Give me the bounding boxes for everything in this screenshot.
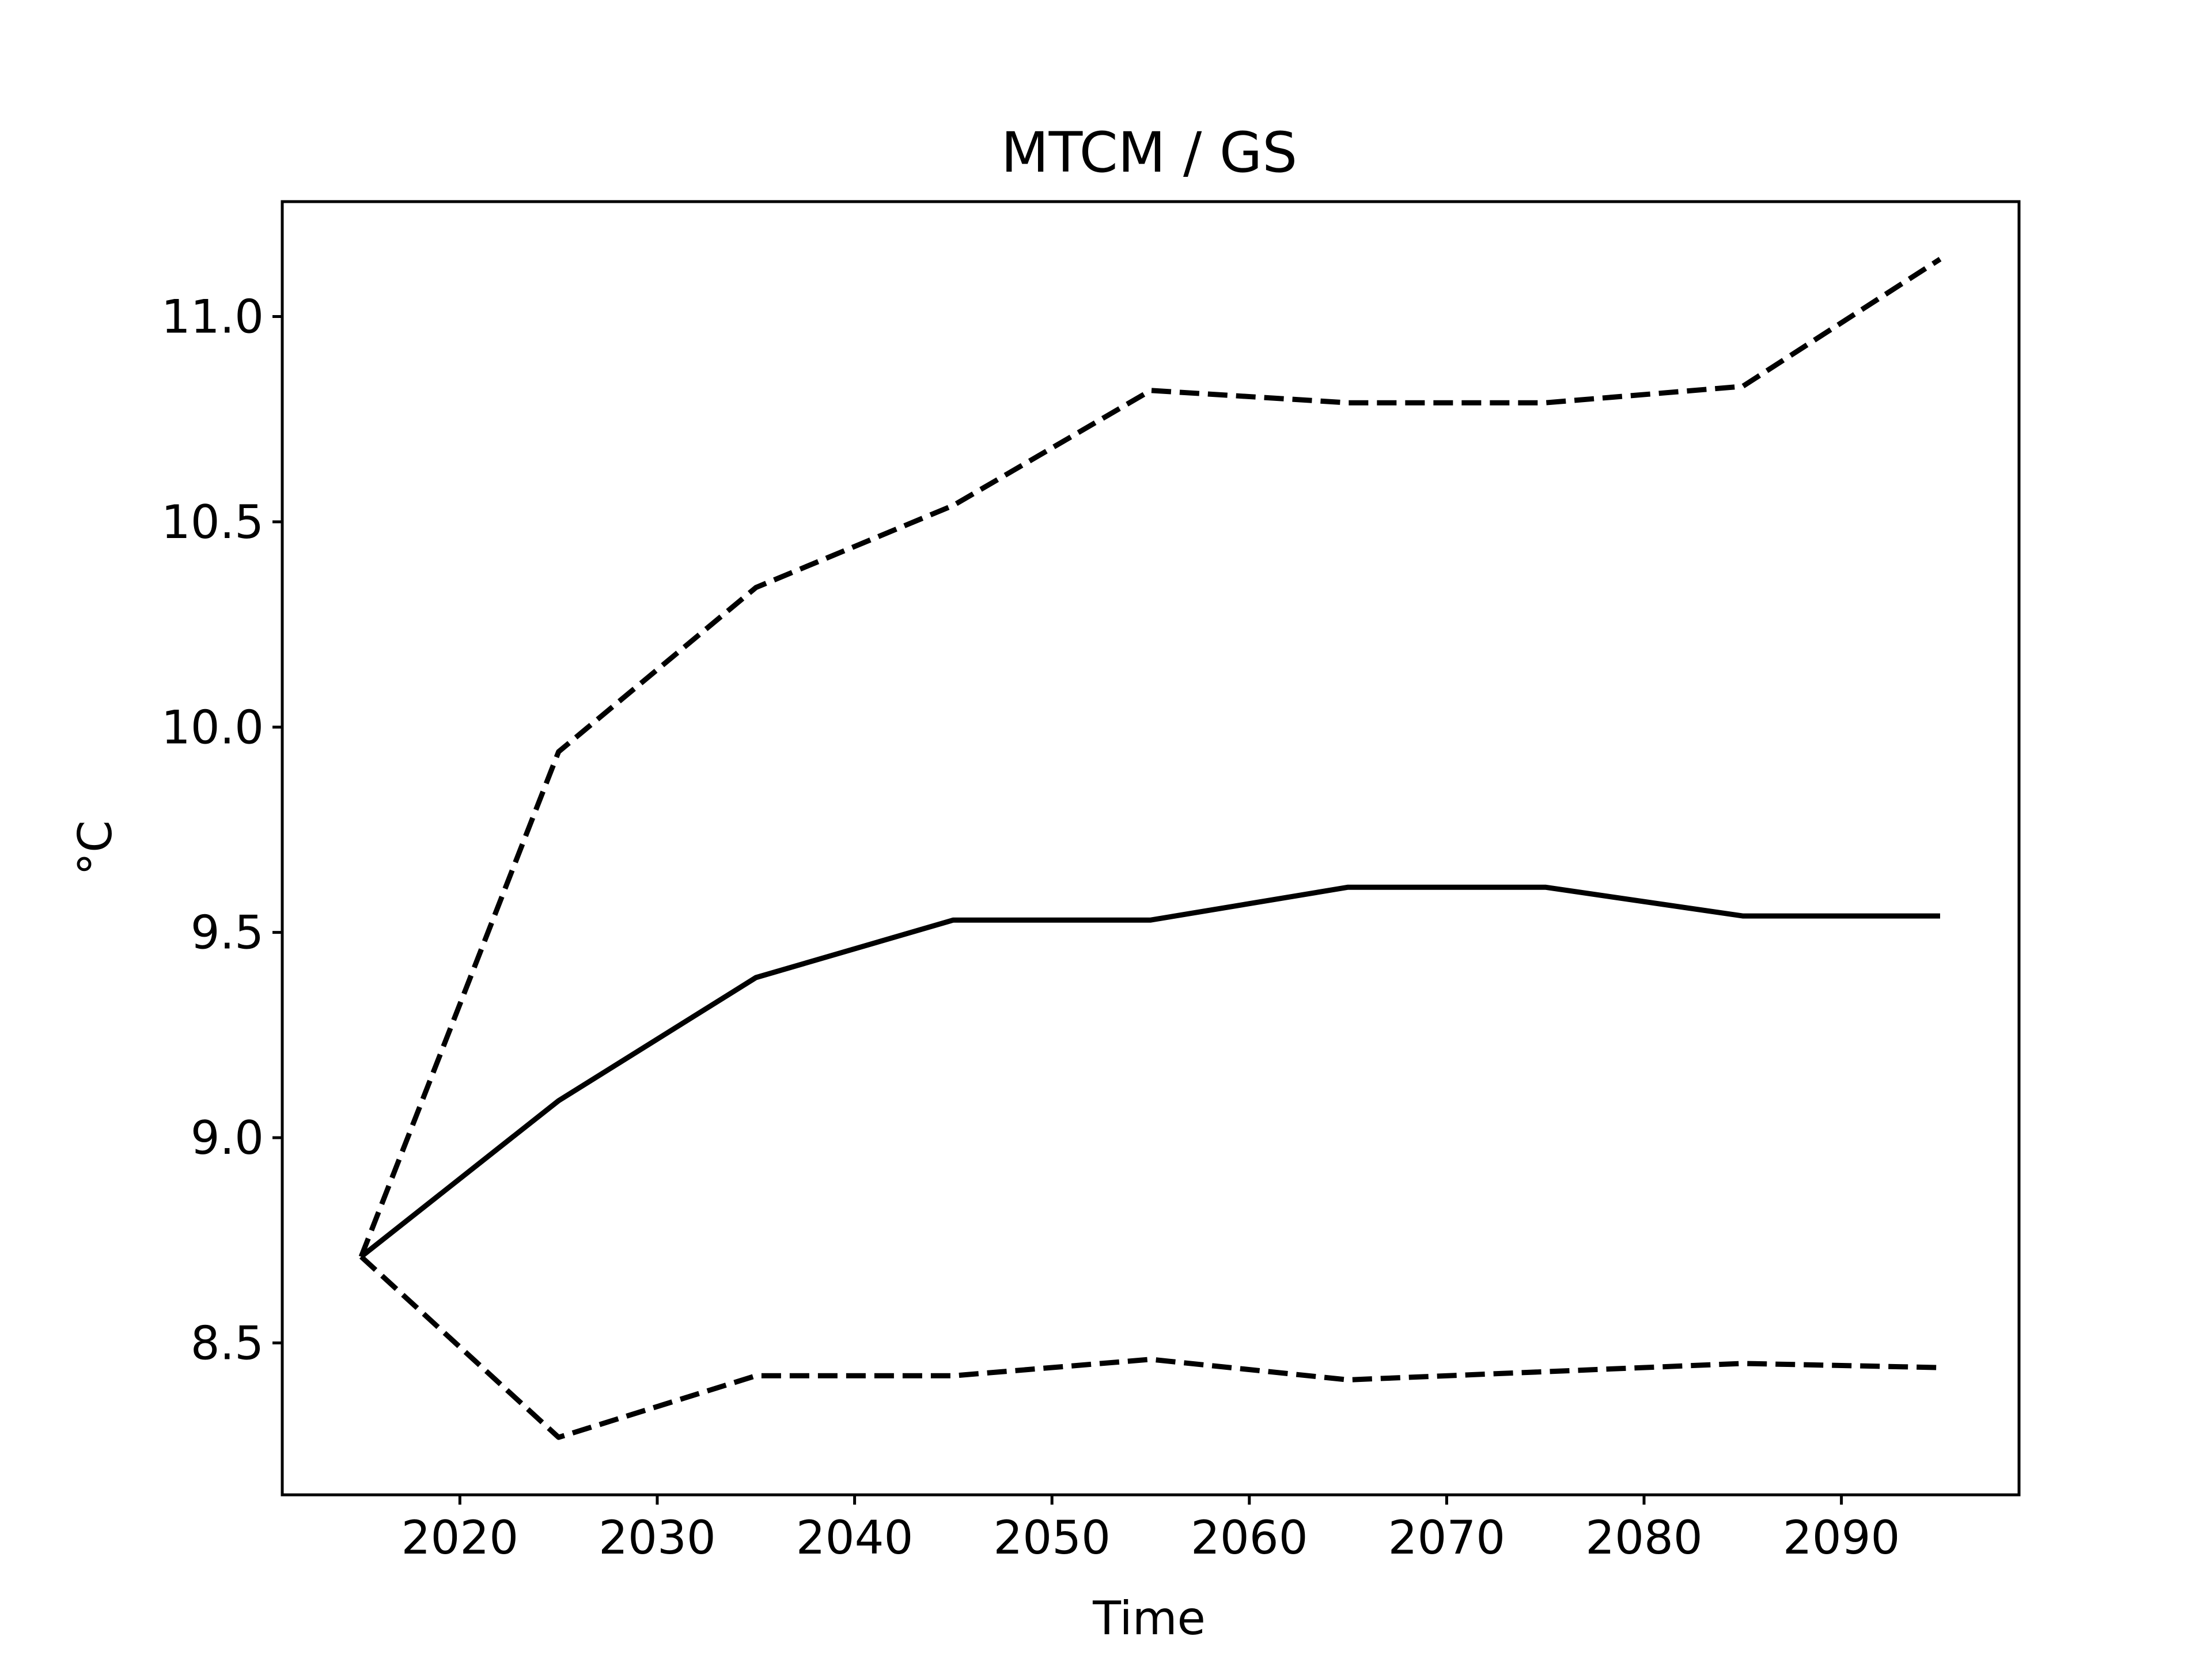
y-tick-label-9.0: 9.0 bbox=[191, 1111, 264, 1165]
chart-title: MTCM / GS bbox=[1001, 120, 1297, 185]
plot-frame bbox=[281, 200, 2021, 1497]
y-tick-label-11.0: 11.0 bbox=[161, 290, 264, 344]
series-line-1 bbox=[359, 884, 1940, 1259]
x-tick-label-2040: 2040 bbox=[796, 1511, 914, 1565]
y-axis-label: °C bbox=[69, 820, 122, 876]
x-tick-label-2070: 2070 bbox=[1388, 1511, 1506, 1565]
x-tick-label-2050: 2050 bbox=[993, 1511, 1111, 1565]
series-line-2 bbox=[358, 257, 1942, 1258]
x-tick-label-2060: 2060 bbox=[1191, 1511, 1308, 1565]
x-tick-label-2080: 2080 bbox=[1585, 1511, 1703, 1565]
x-tick-label-2020: 2020 bbox=[402, 1511, 519, 1565]
x-tick-label-2090: 2090 bbox=[1783, 1511, 1900, 1565]
x-axis-label: Time bbox=[1092, 1592, 1206, 1645]
series-line-3 bbox=[359, 1255, 1941, 1440]
y-axis: 8.5 9.0 9.5 10.0 10.5 11.0 bbox=[161, 290, 282, 1370]
y-tick-label-10.5: 10.5 bbox=[161, 495, 264, 549]
series-layer bbox=[358, 257, 1942, 1440]
y-tick-label-8.5: 8.5 bbox=[191, 1316, 264, 1370]
y-tick-label-10.0: 10.0 bbox=[161, 700, 264, 754]
x-tick-label-2030: 2030 bbox=[599, 1511, 716, 1565]
x-axis: 2020 2030 2040 2050 2060 2070 2080 2090 bbox=[402, 1495, 1900, 1565]
y-tick-label-9.5: 9.5 bbox=[191, 906, 264, 960]
